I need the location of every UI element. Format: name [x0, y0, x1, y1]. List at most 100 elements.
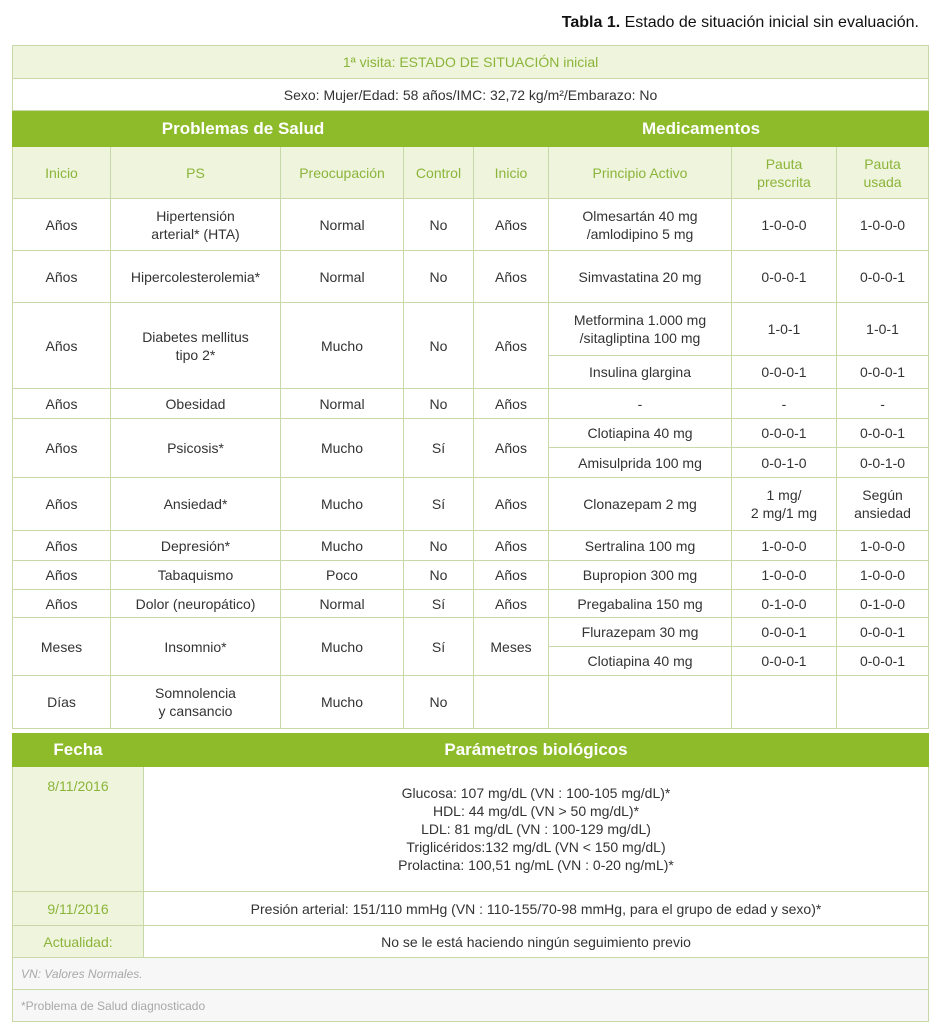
param-value: No se le está haciendo ningún seguimient… — [143, 925, 929, 958]
prescribed-dose: 0-0-0-1 — [731, 250, 837, 303]
prescribed-dose: 1-0-0-0 — [731, 560, 837, 590]
control: No — [403, 302, 474, 389]
used-dose: 0-0-0-1 — [835, 250, 930, 303]
health-problem: Diabetes mellitus tipo 2* — [110, 302, 281, 389]
health-problem: Hipertensión arterial* (HTA) — [110, 198, 281, 251]
table-row: Años Hipertensión arterial* (HTA) Normal No… — [12, 198, 930, 251]
med-start: Años — [473, 477, 549, 531]
table-title: 1ª visita: ESTADO DE SITUACIÓN inicial — [11, 45, 930, 79]
health-problem: Somnolencia y cansancio — [110, 675, 281, 729]
ps-start: Años — [12, 198, 111, 251]
active-ingredient: Insulina glargina — [548, 355, 732, 389]
active-ingredient: Clotiapina 40 mg — [548, 646, 732, 676]
column-header: Inicio — [473, 146, 549, 199]
used-dose: 0-0-0-1 — [835, 418, 930, 448]
prescribed-dose: - — [731, 388, 837, 419]
health-problem: Psicosis* — [110, 418, 281, 478]
param-value: Presión arterial: 151/110 mmHg (VN : 110… — [143, 891, 929, 926]
active-ingredient: Bupropion 300 mg — [548, 560, 732, 590]
concern: Mucho — [280, 302, 404, 389]
table-row: Meses Insomnio* Mucho Sí Meses Flurazepam 30 … — [12, 617, 930, 676]
active-ingredient: Amisulprida 100 mg — [548, 447, 732, 478]
med-start: Años — [473, 560, 549, 590]
active-ingredient: - — [548, 388, 732, 419]
concern: Normal — [280, 589, 404, 618]
active-ingredient: Clonazepam 2 mg — [548, 477, 732, 531]
used-dose: 1-0-0-0 — [835, 198, 930, 251]
health-problem: Tabaquismo — [110, 560, 281, 590]
used-dose: - — [835, 388, 930, 419]
param-date: 8/11/2016 — [12, 766, 144, 892]
concern: Normal — [280, 250, 404, 303]
patient-info: Sexo: Mujer/Edad: 58 años/IMC: 32,72 kg/… — [11, 78, 930, 111]
note-footnote: *Problema de Salud diagnosticado — [12, 989, 929, 1022]
concern: Poco — [280, 560, 404, 590]
table-row: Años Tabaquismo Poco No Años Bupropion 300 mg… — [12, 560, 930, 590]
ps-start: Años — [12, 418, 111, 478]
column-header: Control — [403, 146, 474, 199]
biological-params-table: Fecha Parámetros biológicos 8/11/2016 Gluc… — [12, 733, 929, 1022]
column-header: Preocupación — [280, 146, 404, 199]
concern: Mucho — [280, 530, 404, 561]
ps-start: Años — [12, 250, 111, 303]
header-params: Parámetros biológicos — [143, 733, 929, 767]
table-row: Días Somnolencia y cansancio Mucho No — [12, 675, 930, 729]
column-header: Principio Activo — [548, 146, 732, 199]
ps-start: Días — [12, 675, 111, 729]
used-dose: 0-0-0-1 — [835, 617, 930, 647]
param-date: 9/11/2016 — [12, 891, 144, 926]
table-caption: Tabla 1. Estado de situación inicial sin… — [562, 14, 919, 32]
table-row: Insulina glargina 0-0-0-1 0-0-0-1 — [13, 355, 930, 389]
control: No — [403, 388, 474, 419]
caption-label: Tabla 1. — [561, 14, 621, 31]
used-dose: Según ansiedad — [835, 477, 930, 531]
prescribed-dose: 1-0-0-0 — [731, 198, 837, 251]
med-start: Años — [473, 418, 549, 478]
prescribed-dose: 1-0-0-0 — [731, 530, 837, 561]
table-row: Años Dolor (neuropático) Normal Sí Años Prega… — [12, 589, 930, 618]
table-row: Años Psicosis* Mucho Sí Años Clotiapina 40 mg… — [12, 418, 930, 478]
med-start: Años — [473, 198, 549, 251]
prescribed-dose: 1 mg/ 2 mg/1 mg — [731, 477, 837, 531]
active-ingredient: Olmesartán 40 mg /amlodipino 5 mg — [548, 198, 732, 251]
active-ingredient: Metformina 1.000 mg /sitagliptina 100 mg — [548, 302, 732, 356]
concern: Mucho — [280, 675, 404, 729]
health-problem: Ansiedad* — [110, 477, 281, 531]
table-row: Años Hipercolesterolemia* Normal No Años Simv… — [12, 250, 930, 303]
column-header: Pauta prescrita — [731, 146, 837, 199]
health-problem: Hipercolesterolemia* — [110, 250, 281, 303]
caption-text: Estado de situación inicial sin evaluaci… — [620, 14, 919, 31]
active-ingredient: Clotiapina 40 mg — [548, 418, 732, 448]
control: Sí — [403, 589, 474, 618]
concern: Mucho — [280, 477, 404, 531]
med-start: Años — [473, 250, 549, 303]
control: No — [403, 198, 474, 251]
table-row: Años Obesidad Normal No Años - - - — [12, 388, 930, 419]
health-problem: Depresión* — [110, 530, 281, 561]
active-ingredient: Flurazepam 30 mg — [548, 617, 732, 647]
prescribed-dose: 0-0-0-1 — [731, 617, 837, 647]
active-ingredient: Simvastatina 20 mg — [548, 250, 732, 303]
med-start: Años — [473, 302, 549, 389]
control: No — [403, 560, 474, 590]
used-dose — [835, 675, 930, 729]
ps-start: Meses — [12, 617, 111, 676]
concern: Normal — [280, 198, 404, 251]
ps-start: Años — [12, 477, 111, 531]
note-vn: VN: Valores Normales. — [12, 957, 929, 990]
used-dose: 1-0-0-0 — [835, 530, 930, 561]
control: Sí — [403, 477, 474, 531]
used-dose: 0-0-1-0 — [835, 447, 930, 478]
header-date: Fecha — [12, 733, 144, 767]
prescribed-dose: 0-0-1-0 — [731, 447, 837, 478]
table-row: Años Diabetes mellitus tipo 2* Mucho No Años… — [12, 302, 930, 389]
health-problem: Insomnio* — [110, 617, 281, 676]
ps-start: Años — [12, 302, 111, 389]
group-header-health-problems: Problemas de Salud — [12, 110, 474, 147]
active-ingredient — [548, 675, 732, 729]
med-start — [473, 675, 549, 729]
param-value: Glucosa: 107 mg/dL (VN : 100-105 mg/dL)*… — [143, 766, 929, 892]
prescribed-dose: 0-0-0-1 — [731, 646, 837, 676]
situation-table: 1ª visita: ESTADO DE SITUACIÓN inicial S… — [11, 45, 930, 729]
table-row: Años Ansiedad* Mucho Sí Años Clonazepam 2 mg 1… — [12, 477, 930, 531]
